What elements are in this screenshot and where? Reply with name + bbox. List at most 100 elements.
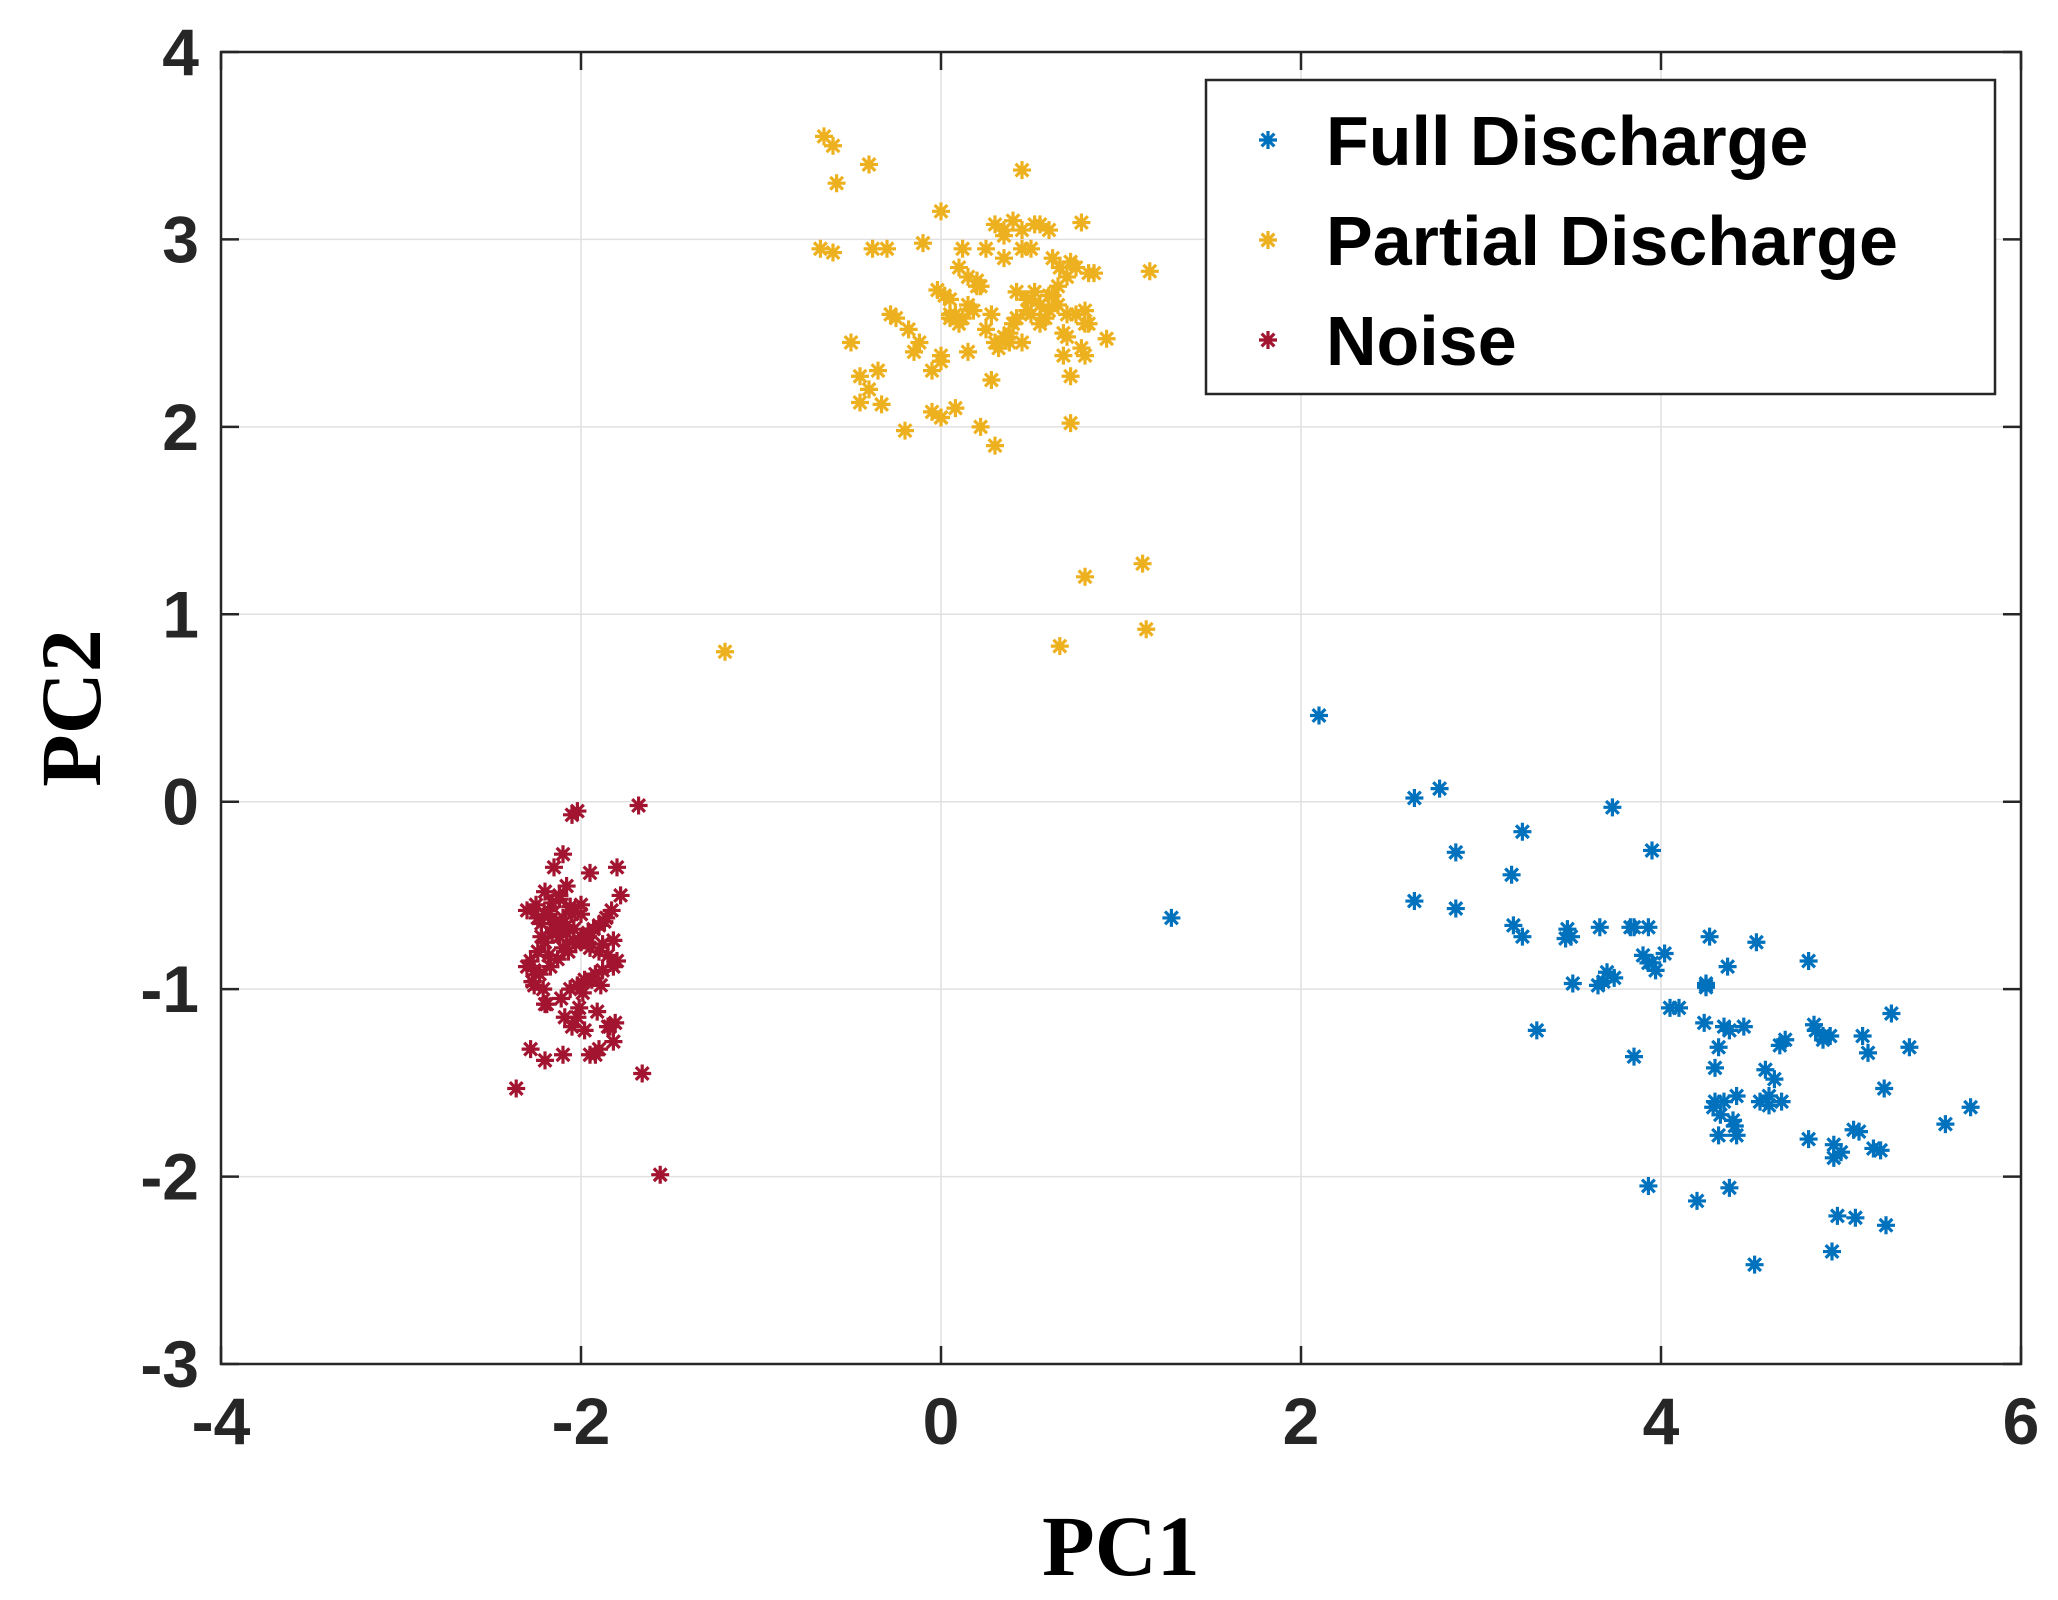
data-point	[1050, 637, 1069, 656]
data-point	[869, 361, 887, 380]
data-point	[541, 957, 560, 976]
data-point	[629, 796, 648, 815]
data-point	[928, 281, 947, 300]
data-point	[611, 886, 630, 905]
data-point	[593, 961, 612, 980]
data-point	[1760, 1096, 1778, 1115]
data-point	[559, 942, 578, 961]
data-point	[1824, 1148, 1843, 1167]
data-point	[1814, 1030, 1832, 1049]
data-point	[581, 863, 599, 882]
data-point	[1000, 333, 1019, 352]
y-tick-label: 2	[162, 390, 199, 464]
legend-box	[1204, 78, 1997, 396]
legend-label: Noise	[1326, 302, 1517, 380]
data-point	[1864, 1139, 1883, 1158]
data-point	[543, 893, 562, 912]
data-point	[539, 946, 558, 965]
data-point	[995, 249, 1013, 268]
data-point	[811, 239, 830, 258]
data-point	[986, 215, 1004, 234]
data-point	[507, 1079, 526, 1098]
data-point	[1133, 554, 1152, 573]
data-point	[977, 320, 995, 339]
data-point	[1556, 929, 1575, 948]
data-point	[1832, 1143, 1850, 1162]
data-point	[1670, 998, 1688, 1017]
data-point	[1605, 968, 1624, 987]
data-point	[1013, 161, 1031, 180]
data-point	[545, 858, 563, 877]
y-tick-labels: -3 -2 -1 0 1 2 3 4	[140, 15, 199, 1401]
data-point	[959, 267, 977, 286]
data-point	[546, 912, 565, 931]
data-point	[1603, 798, 1622, 817]
data-point	[1598, 963, 1616, 982]
data-point	[1706, 1058, 1724, 1077]
data-point	[1850, 1122, 1868, 1141]
data-point	[932, 346, 950, 365]
data-point	[1799, 952, 1818, 971]
data-point	[1405, 892, 1424, 911]
data-point	[1040, 301, 1058, 320]
data-point	[1821, 1027, 1840, 1045]
data-point	[579, 927, 598, 946]
data-point	[528, 908, 547, 927]
data-point	[1072, 339, 1091, 358]
data-point	[633, 1064, 652, 1083]
data-point	[1824, 1135, 1843, 1154]
data-point	[1715, 1092, 1733, 1111]
data-point	[1805, 1015, 1823, 1034]
data-point	[905, 342, 923, 361]
data-point	[1718, 957, 1737, 976]
data-point	[563, 1017, 581, 1036]
data-point	[1720, 1178, 1739, 1197]
data-point	[815, 127, 833, 146]
data-point	[716, 642, 734, 661]
data-point	[1828, 1206, 1847, 1225]
legend: Full Discharge Partial Discharge Noise	[1204, 78, 1997, 396]
data-point	[1734, 1017, 1753, 1036]
data-point	[599, 1017, 617, 1036]
x-axis-title: PC1	[1042, 1498, 1200, 1594]
legend-marker	[1259, 331, 1277, 349]
data-point	[860, 155, 878, 174]
data-point	[536, 1051, 554, 1070]
data-point	[1022, 239, 1040, 258]
data-point	[1625, 1047, 1643, 1066]
data-point	[953, 239, 972, 258]
data-point	[941, 305, 959, 324]
data-point	[532, 927, 551, 946]
data-point	[1900, 1038, 1919, 1057]
data-point	[1590, 918, 1609, 937]
data-point	[525, 976, 544, 995]
data-point	[1700, 927, 1719, 946]
data-point	[554, 908, 572, 927]
data-point	[543, 923, 562, 942]
data-point	[1527, 1021, 1546, 1040]
data-point	[599, 946, 617, 965]
data-point	[584, 920, 603, 939]
data-point	[824, 136, 842, 155]
data-point	[1936, 1115, 1955, 1134]
data-point	[977, 239, 995, 258]
x-tick-label: -2	[552, 1384, 611, 1458]
data-point	[521, 1040, 540, 1059]
data-point	[1643, 841, 1661, 860]
data-point	[1704, 1098, 1723, 1117]
y-tick-label: 3	[162, 202, 199, 276]
data-point	[923, 402, 941, 421]
data-point	[910, 333, 929, 352]
data-point	[570, 998, 589, 1017]
data-point	[1137, 620, 1156, 639]
data-point	[923, 361, 941, 380]
data-point	[1079, 314, 1098, 333]
data-point	[1846, 1208, 1865, 1227]
data-point	[586, 1045, 605, 1064]
data-points	[507, 127, 1980, 1274]
data-point	[554, 845, 572, 864]
data-point	[1655, 944, 1674, 963]
data-point	[1709, 1126, 1728, 1145]
data-point	[1504, 916, 1523, 935]
data-point	[554, 1045, 572, 1064]
